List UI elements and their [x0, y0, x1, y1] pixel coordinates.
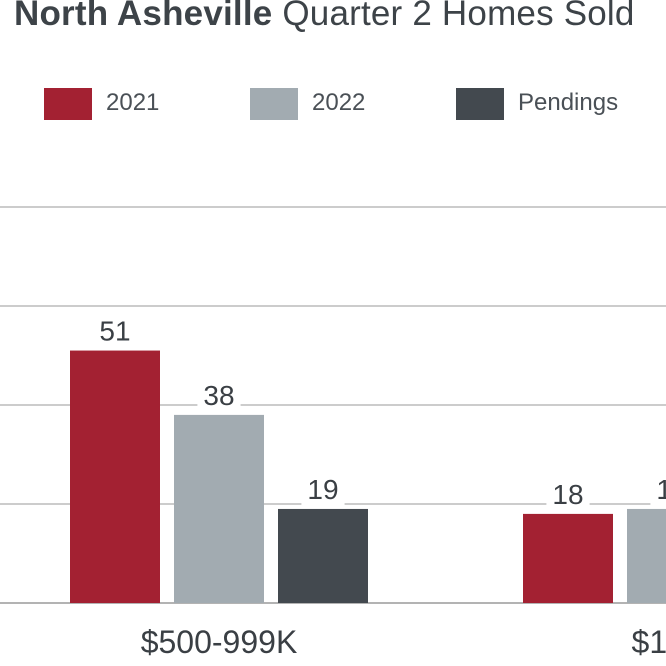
bar-2022-1 — [627, 508, 666, 603]
data-label-bg — [197, 379, 241, 411]
data-label: 19 — [307, 474, 338, 505]
bar-2022-0 — [174, 414, 264, 603]
data-label: 51 — [99, 316, 130, 347]
legend-swatch-2022 — [250, 88, 298, 120]
data-label: 18 — [552, 479, 583, 510]
data-label-bg — [650, 473, 666, 505]
bar-pendings-0 — [278, 508, 368, 603]
data-label-bg — [301, 473, 345, 505]
chart-title: North Asheville Quarter 2 Homes Sold — [14, 0, 635, 34]
legend-label-2021: 2021 — [106, 89, 160, 116]
data-label: 19 — [656, 474, 666, 505]
bar-2021-0 — [70, 350, 160, 603]
data-label-bg — [93, 315, 137, 347]
bar-2021-1 — [523, 513, 613, 603]
category-label: $500-999K — [141, 624, 298, 660]
legend-label-pendings: Pendings — [518, 89, 619, 116]
category-label: $1M+ — [632, 624, 666, 660]
legend-label-2022: 2022 — [312, 89, 366, 116]
data-label-bg — [546, 478, 590, 510]
legend-swatch-pendings — [456, 88, 504, 120]
title-rest: Quarter 2 Homes Sold — [272, 0, 635, 33]
legend-swatch-2021 — [44, 88, 92, 120]
title-bold: North Asheville — [14, 0, 273, 33]
data-label: 38 — [203, 380, 234, 411]
